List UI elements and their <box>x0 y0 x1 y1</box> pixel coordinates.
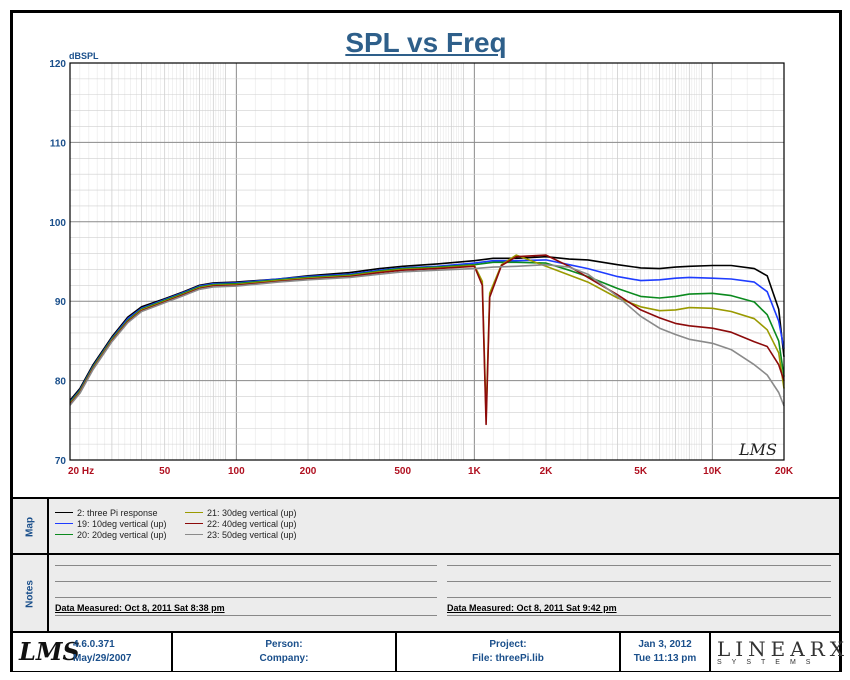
legend-text: 19: 10deg vertical (up) <box>77 518 167 529</box>
footer-date-cell: Jan 3, 2012 Tue 11:13 pm <box>621 633 711 671</box>
lms-logo: LMS <box>19 637 80 666</box>
y-tick-label: 120 <box>49 59 66 70</box>
y-tick-label: 110 <box>50 138 67 149</box>
legend-text: 21: 30deg vertical (up) <box>207 507 297 518</box>
x-tick-label: 100 <box>228 466 245 477</box>
legend-text: 22: 40deg vertical (up) <box>207 518 297 529</box>
linearx-wordmark: LINEARX <box>717 637 850 661</box>
legend-item: 23: 50deg vertical (up) <box>185 529 297 540</box>
linearx-logo: LINEARX SYSTEMS <box>713 635 844 669</box>
legend-column-2: 21: 30deg vertical (up) 22: 40deg vertica… <box>185 507 297 540</box>
footer-bar: LMS 4.6.0.371 May/29/2007 Person: Compan… <box>13 631 844 671</box>
plot-area <box>70 63 784 460</box>
lms-watermark: LMS <box>738 440 777 459</box>
footer-person-cell: Person: Company: <box>173 633 397 671</box>
legend-item: 20: 20deg vertical (up) <box>55 529 167 540</box>
note-line <box>55 565 437 566</box>
company-label: Company: <box>259 653 309 664</box>
chart-title: SPL vs Freq <box>345 27 507 58</box>
legend-swatch <box>55 512 73 513</box>
project-label: Project: <box>489 639 527 650</box>
legend-swatch <box>185 512 203 513</box>
notes-tab: Notes <box>13 555 49 633</box>
legend-item: 21: 30deg vertical (up) <box>185 507 297 518</box>
legend-item: 22: 40deg vertical (up) <box>185 518 297 529</box>
legend-item: 2: three Pi response <box>55 507 167 518</box>
report-date: Jan 3, 2012 <box>638 639 692 650</box>
x-tick-label: 10K <box>703 466 722 477</box>
notes-panel: Notes Data Measured: Oct 8, 2011 Sat 8:3… <box>13 553 839 633</box>
legend-text: 2: three Pi response <box>77 507 158 518</box>
person-label: Person: <box>265 639 303 650</box>
note-line <box>55 581 437 582</box>
legend-swatch <box>55 523 73 524</box>
legend-item: 19: 10deg vertical (up) <box>55 518 167 529</box>
y-tick-label: 80 <box>55 377 67 388</box>
x-tick-label: 500 <box>394 466 411 477</box>
footer-version-cell: LMS 4.6.0.371 May/29/2007 <box>13 633 173 671</box>
x-tick-label: 20K <box>775 466 794 477</box>
note-line <box>447 581 831 582</box>
legend-swatch <box>185 534 203 535</box>
lms-report-frame: SPL vs Freq 120 110 100 90 80 70 20 Hz 50 100 200… <box>10 10 844 672</box>
legend-text: 23: 50deg vertical (up) <box>207 529 297 540</box>
note-line <box>447 615 831 616</box>
note-line <box>447 565 831 566</box>
footer-project-cell: Project: File: threePi.lib <box>397 633 621 671</box>
version-date: May/29/2007 <box>73 653 132 664</box>
y-tick-label: 100 <box>49 218 66 229</box>
report-time: Tue 11:13 pm <box>633 653 697 664</box>
file-label: File: threePi.lib <box>472 653 544 664</box>
legend-text: 20: 20deg vertical (up) <box>77 529 167 540</box>
legend-swatch <box>185 523 203 524</box>
chart-series <box>69 254 785 426</box>
map-label: Map <box>24 517 36 537</box>
chart-grid <box>69 62 785 461</box>
note-line <box>55 597 437 598</box>
y-tick-label: 70 <box>55 456 67 467</box>
legend-swatch <box>55 534 73 535</box>
series-line-6 <box>69 263 785 407</box>
note-line <box>55 615 437 616</box>
note-line <box>447 597 831 598</box>
x-tick-label: 5K <box>634 466 648 477</box>
version-number: 4.6.0.371 <box>73 639 115 650</box>
right-measured-date: Data Measured: Oct 8, 2011 Sat 9:42 pm <box>447 603 617 613</box>
x-tick-label: 200 <box>300 466 317 477</box>
legend-column-1: 2: three Pi response 19: 10deg vertical (… <box>55 507 167 540</box>
y-tick-label: 90 <box>55 297 67 308</box>
plot-border <box>69 62 785 461</box>
notes-label: Notes <box>24 580 36 608</box>
x-tick-label: 2K <box>540 466 554 477</box>
left-measured-date: Data Measured: Oct 8, 2011 Sat 8:38 pm <box>55 603 225 613</box>
x-tick-label: 50 <box>159 466 171 477</box>
x-tick-label: 1K <box>468 466 482 477</box>
series-line-1 <box>69 255 785 401</box>
y-axis-label: dBSPL <box>69 51 99 61</box>
map-panel: Map 2: three Pi response 19: 10deg vertic… <box>13 497 839 555</box>
linearx-subtitle: SYSTEMS <box>717 659 821 666</box>
map-tab: Map <box>13 499 49 555</box>
x-tick-label: 20 Hz <box>68 466 94 477</box>
